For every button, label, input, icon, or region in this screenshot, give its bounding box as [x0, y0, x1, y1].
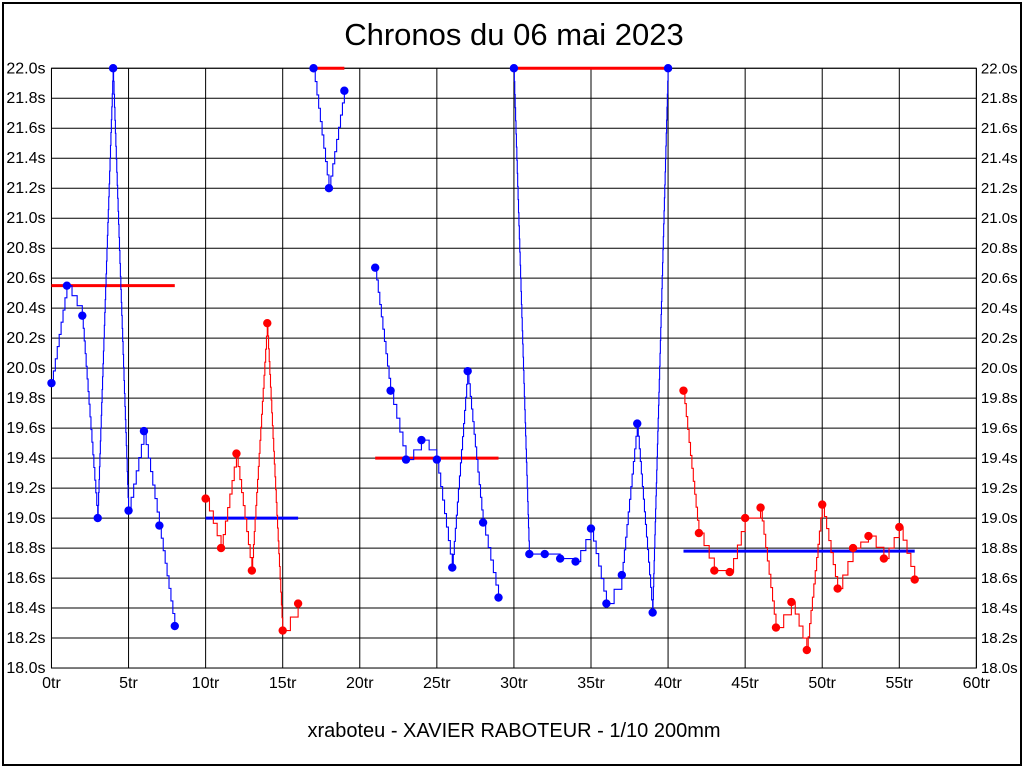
svg-text:0tr: 0tr	[42, 675, 61, 692]
svg-text:18.2s: 18.2s	[6, 630, 45, 647]
svg-text:45tr: 45tr	[731, 675, 759, 692]
svg-text:22.0s: 22.0s	[981, 60, 1018, 77]
svg-text:20.8s: 20.8s	[981, 240, 1018, 257]
svg-text:55tr: 55tr	[886, 675, 914, 692]
svg-text:21.2s: 21.2s	[6, 180, 45, 197]
svg-text:20.8s: 20.8s	[6, 240, 45, 257]
svg-text:19.6s: 19.6s	[6, 420, 45, 437]
svg-text:19.4s: 19.4s	[6, 450, 45, 467]
svg-text:18.2s: 18.2s	[981, 630, 1018, 647]
svg-text:19.2s: 19.2s	[981, 480, 1018, 497]
svg-text:5tr: 5tr	[119, 675, 138, 692]
svg-text:22.0s: 22.0s	[6, 60, 45, 77]
svg-text:18.4s: 18.4s	[6, 600, 45, 617]
svg-text:20tr: 20tr	[346, 675, 374, 692]
svg-text:21.0s: 21.0s	[981, 210, 1018, 227]
svg-text:21.6s: 21.6s	[981, 120, 1018, 137]
svg-text:19.2s: 19.2s	[6, 480, 45, 497]
svg-text:18.4s: 18.4s	[981, 600, 1018, 617]
svg-text:20.0s: 20.0s	[981, 360, 1018, 377]
svg-text:50tr: 50tr	[808, 675, 836, 692]
svg-text:30tr: 30tr	[500, 675, 528, 692]
svg-text:18.6s: 18.6s	[6, 570, 45, 587]
svg-text:21.8s: 21.8s	[6, 90, 45, 107]
svg-text:35tr: 35tr	[577, 675, 605, 692]
svg-text:21.6s: 21.6s	[6, 120, 45, 137]
svg-text:18.6s: 18.6s	[981, 570, 1018, 587]
svg-text:20.6s: 20.6s	[6, 270, 45, 287]
svg-text:20.0s: 20.0s	[6, 360, 45, 377]
svg-text:21.4s: 21.4s	[6, 150, 45, 167]
svg-text:21.2s: 21.2s	[981, 180, 1018, 197]
svg-text:15tr: 15tr	[269, 675, 297, 692]
svg-text:19.6s: 19.6s	[981, 420, 1018, 437]
svg-text:20.4s: 20.4s	[981, 300, 1018, 317]
svg-text:25tr: 25tr	[423, 675, 451, 692]
svg-text:18.0s: 18.0s	[6, 660, 45, 677]
svg-text:20.2s: 20.2s	[981, 330, 1018, 347]
svg-text:20.2s: 20.2s	[6, 330, 45, 347]
svg-text:19.4s: 19.4s	[981, 450, 1018, 467]
svg-text:19.8s: 19.8s	[981, 390, 1018, 407]
svg-text:21.0s: 21.0s	[6, 210, 45, 227]
svg-text:19.0s: 19.0s	[981, 510, 1018, 527]
svg-text:20.4s: 20.4s	[6, 300, 45, 317]
svg-text:18.8s: 18.8s	[981, 540, 1018, 557]
svg-text:10tr: 10tr	[192, 675, 220, 692]
svg-text:19.0s: 19.0s	[6, 510, 45, 527]
svg-text:18.8s: 18.8s	[6, 540, 45, 557]
svg-text:21.4s: 21.4s	[981, 150, 1018, 167]
svg-text:60tr: 60tr	[963, 675, 991, 692]
svg-text:20.6s: 20.6s	[981, 270, 1018, 287]
svg-text:19.8s: 19.8s	[6, 390, 45, 407]
svg-text:40tr: 40tr	[654, 675, 682, 692]
svg-text:21.8s: 21.8s	[981, 90, 1018, 107]
